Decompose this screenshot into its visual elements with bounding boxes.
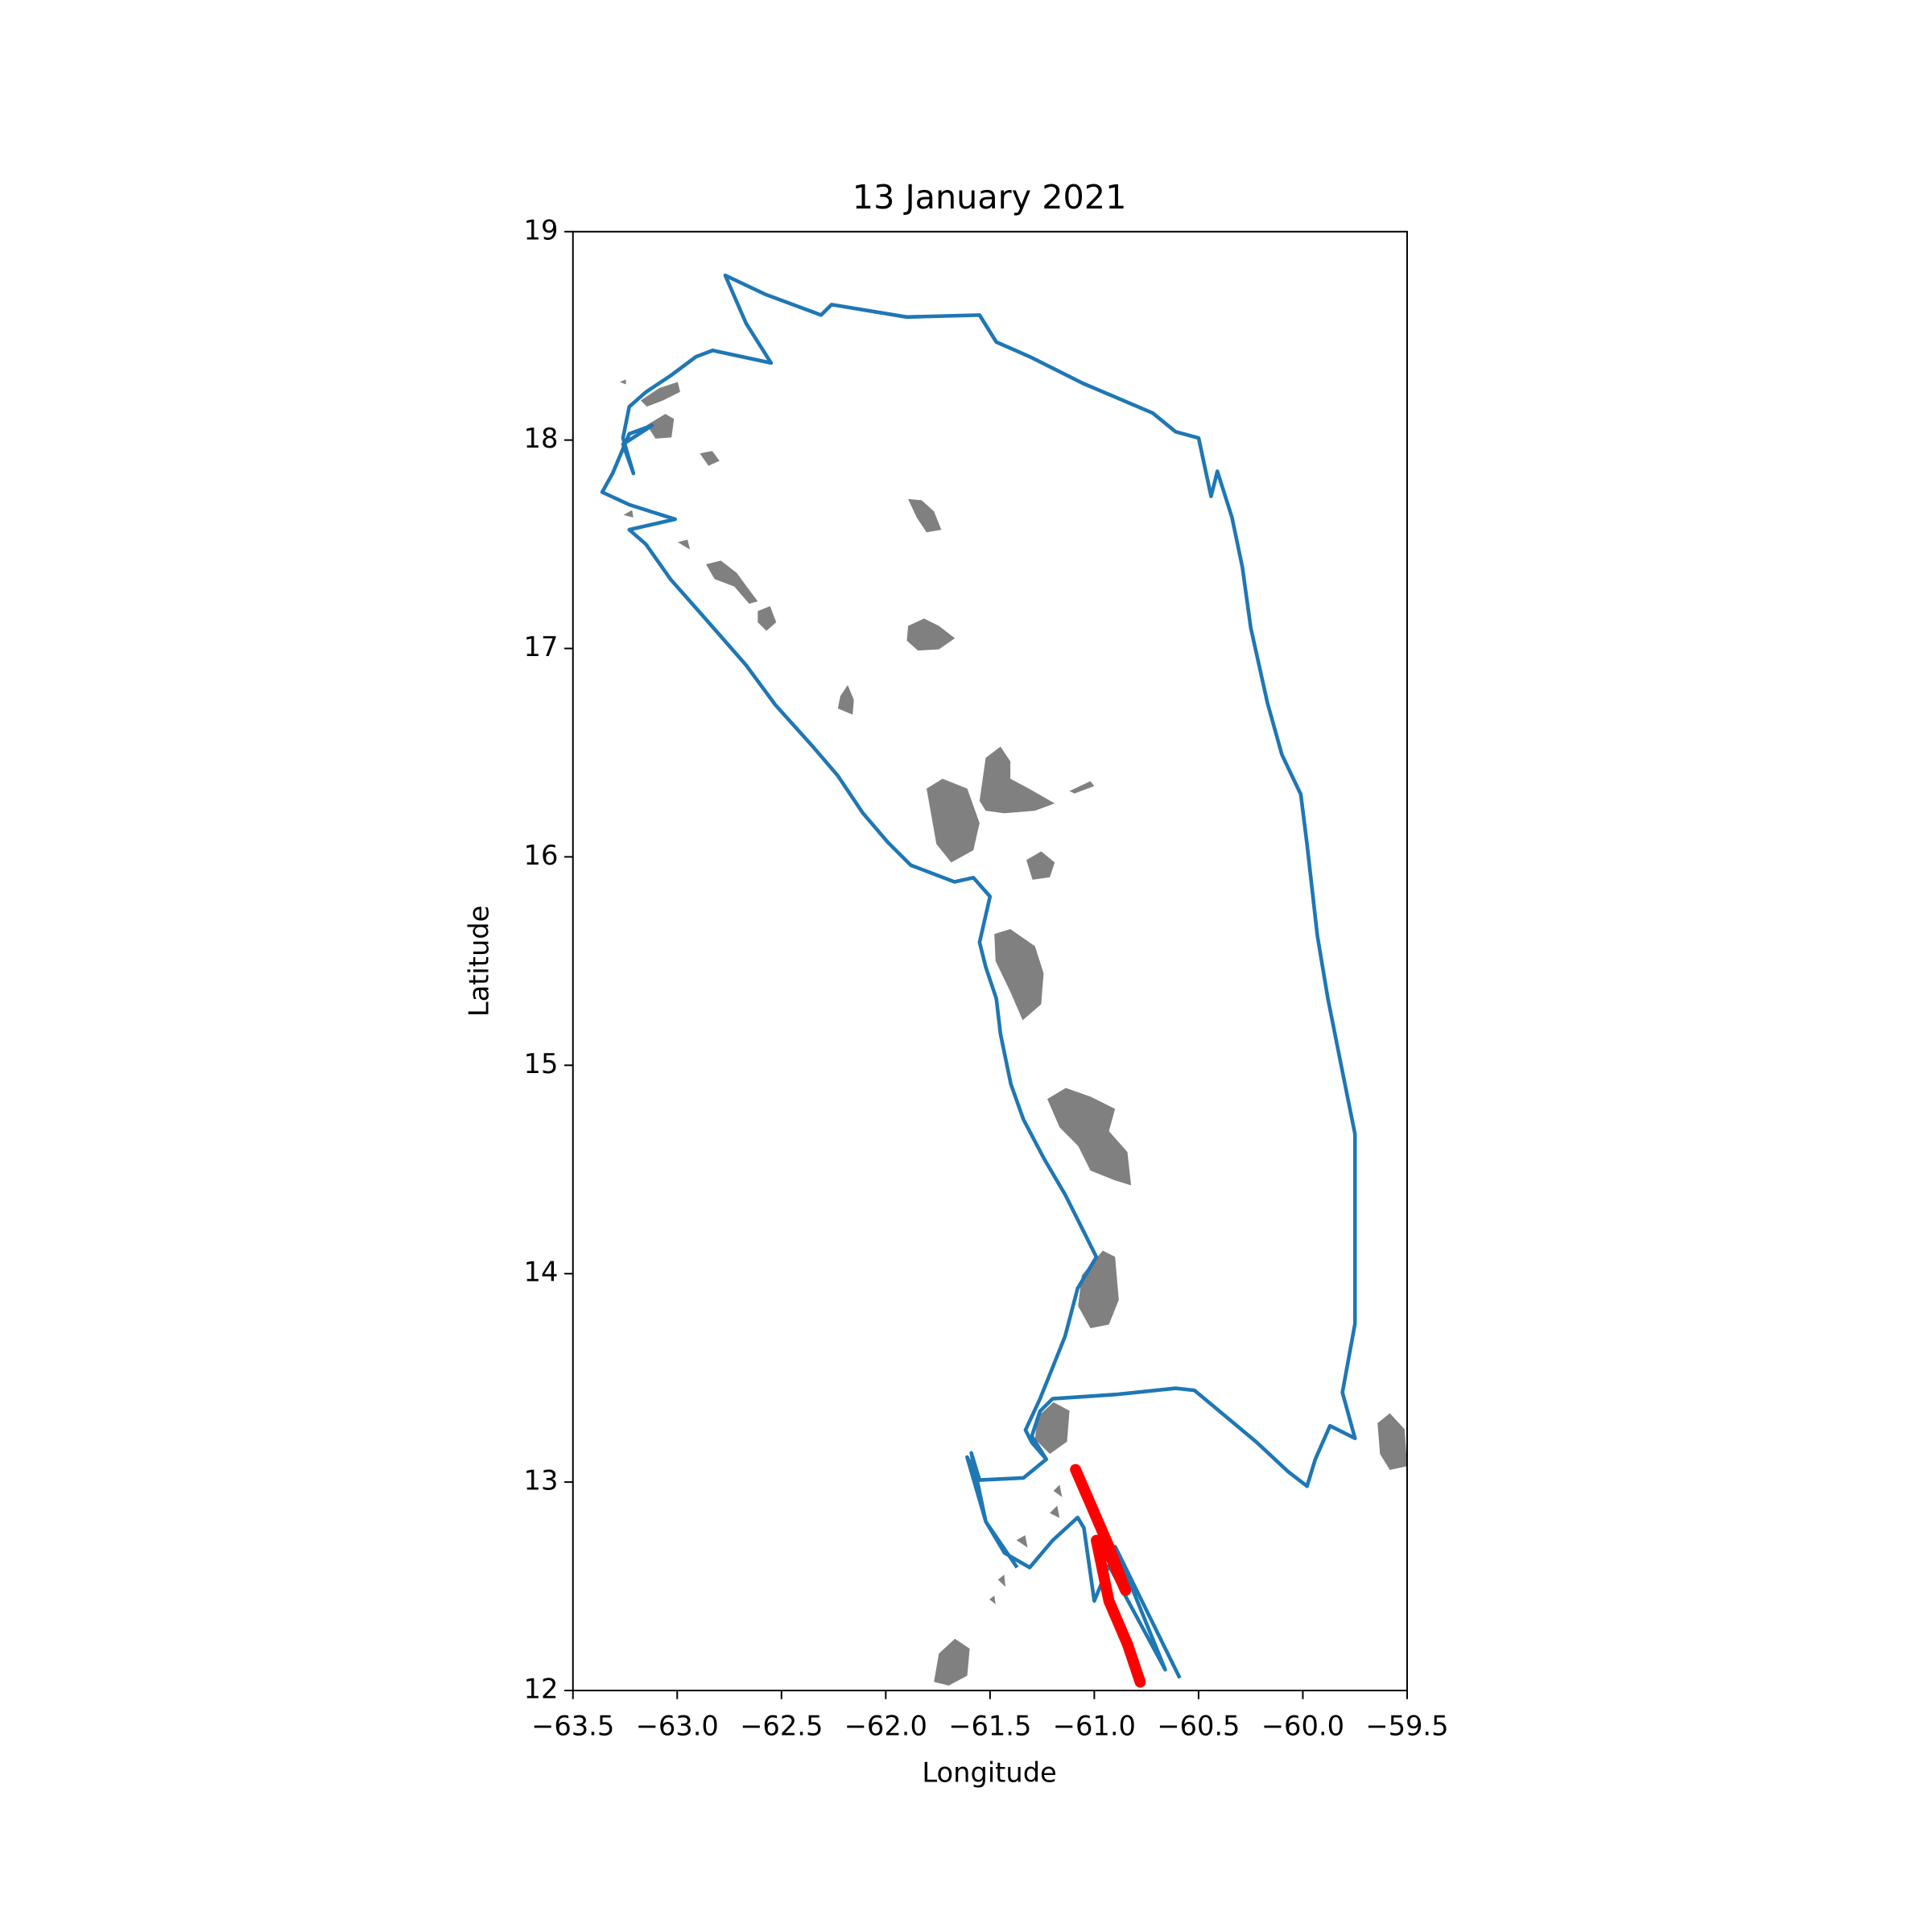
y-tick-label: 18	[524, 423, 559, 454]
y-tick-label: 19	[524, 214, 559, 246]
island	[1078, 1250, 1119, 1328]
x-tick-label: −60.5	[1157, 1710, 1240, 1741]
track-line	[600, 273, 1357, 1679]
y-tick-label: 17	[524, 631, 559, 663]
island	[646, 414, 675, 439]
island	[1047, 1088, 1132, 1186]
island	[640, 382, 680, 407]
island	[908, 498, 942, 533]
x-tick-label: −61.0	[1053, 1710, 1136, 1741]
island	[1026, 851, 1055, 880]
island	[979, 746, 1055, 814]
chart-title: 13 January 2021	[852, 178, 1127, 217]
x-tick-label: −63.5	[531, 1710, 614, 1741]
y-tick-label: 15	[524, 1048, 559, 1080]
x-tick-label: −62.0	[844, 1710, 927, 1741]
y-tick-label: 13	[524, 1465, 559, 1496]
axes-frame	[572, 230, 1408, 1691]
x-tick-label: −59.5	[1365, 1710, 1448, 1741]
island	[706, 560, 758, 604]
island	[994, 929, 1044, 1021]
island	[1069, 781, 1095, 794]
x-tick-label: −62.5	[740, 1710, 823, 1741]
island	[934, 1638, 970, 1686]
plot-area	[600, 273, 1357, 1688]
island	[837, 685, 854, 715]
track-line	[1070, 1463, 1146, 1688]
x-tick-label: −60.0	[1261, 1710, 1344, 1741]
y-tick-label: 12	[524, 1674, 559, 1705]
island	[700, 451, 720, 466]
island	[758, 606, 777, 631]
island	[906, 618, 956, 651]
y-tick-label: 16	[524, 840, 559, 871]
island	[1377, 1413, 1407, 1471]
island	[927, 778, 980, 863]
islands	[619, 379, 1407, 1686]
island	[989, 1484, 1063, 1604]
x-tick-label: −61.5	[948, 1710, 1031, 1741]
y-axis-label: Latitude	[463, 906, 494, 1018]
island	[1034, 1402, 1070, 1455]
y-tick-label: 14	[524, 1257, 559, 1288]
x-axis-label: Longitude	[922, 1757, 1056, 1789]
x-tick-label: −63.0	[636, 1710, 719, 1741]
